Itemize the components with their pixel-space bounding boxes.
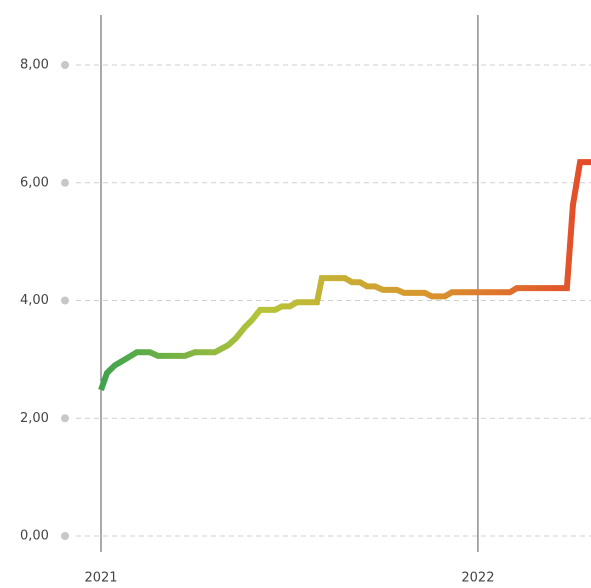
line-series — [98, 159, 591, 391]
y-tick-label: 6,00 — [20, 175, 49, 190]
y-tick-dot — [61, 178, 69, 187]
y-tick-label: 2,00 — [20, 411, 49, 426]
x-tick-label: 2021 — [84, 571, 117, 586]
y-tick-label: 8,00 — [20, 58, 49, 73]
y-tick-dot — [61, 532, 69, 540]
x-tick-label: 2022 — [461, 571, 494, 586]
y-tick-dot — [61, 61, 69, 69]
y-tick-label: 4,00 — [20, 293, 49, 308]
y-tick-dot — [61, 296, 69, 305]
y-tick-dot — [61, 414, 69, 423]
y-tick-label: 0,00 — [20, 529, 49, 544]
